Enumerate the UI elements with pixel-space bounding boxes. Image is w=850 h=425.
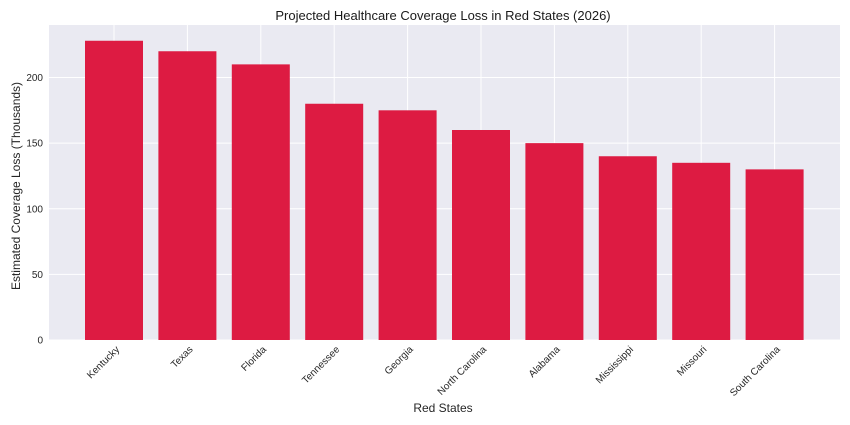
- x-tick-label: South Carolina: [728, 344, 783, 399]
- y-tick-label: 0: [37, 336, 43, 347]
- x-tick-label: Missouri: [675, 344, 709, 378]
- bar-tennessee: [305, 103, 364, 340]
- bar-florida: [231, 64, 290, 340]
- x-tick-label: Texas: [169, 344, 195, 370]
- bar-south-carolina: [745, 169, 804, 340]
- y-tick-label: 200: [26, 73, 43, 84]
- bar-texas: [158, 51, 217, 340]
- bar-kentucky: [85, 40, 143, 340]
- y-axis-ticks: 0 50 100 150 200: [26, 73, 43, 347]
- bar-mississippi: [598, 156, 657, 340]
- y-axis-label: Estimated Coverage Loss (Thousands): [9, 82, 23, 290]
- bar-missouri: [672, 162, 731, 340]
- x-tick-label: Kentucky: [85, 344, 122, 381]
- bar-north-carolina: [452, 130, 510, 340]
- bars: [85, 40, 804, 340]
- bar-alabama: [525, 143, 584, 340]
- x-tick-label: North Carolina: [436, 344, 490, 398]
- y-tick-label: 150: [26, 139, 43, 150]
- x-tick-label: Alabama: [527, 344, 563, 380]
- x-tick-label: Florida: [240, 344, 270, 374]
- x-tick-label: Georgia: [383, 344, 416, 377]
- bar-georgia: [378, 110, 437, 340]
- x-axis-label: Red States: [413, 401, 472, 415]
- x-axis-ticks: Kentucky Texas Florida Tennessee Georgia Nort…: [85, 344, 783, 399]
- chart-title: Projected Healthcare Coverage Loss in Re…: [275, 8, 610, 23]
- x-tick-label: Mississippi: [594, 344, 636, 386]
- y-tick-label: 100: [26, 204, 43, 215]
- x-tick-label: Tennessee: [300, 344, 342, 386]
- y-tick-label: 50: [32, 270, 44, 281]
